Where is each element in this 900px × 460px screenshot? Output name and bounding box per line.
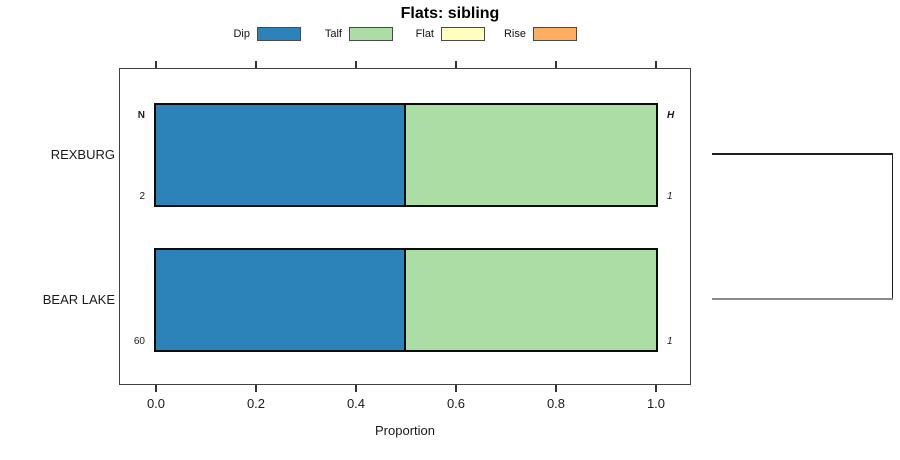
x-tick-bottom xyxy=(555,385,557,392)
x-tick-label: 0.4 xyxy=(346,396,366,411)
bar-label-bottom-right: 1 xyxy=(667,191,673,202)
category-label-bear-lake: BEAR LAKE xyxy=(42,292,115,307)
chart-title: Flats: sibling xyxy=(400,5,500,22)
bracket-right-line xyxy=(891,153,893,299)
legend-item-dip: Dip xyxy=(220,26,301,42)
legend-swatch-dip xyxy=(257,27,301,41)
bar-rexburg xyxy=(154,103,658,207)
x-tick-bottom xyxy=(455,385,457,392)
legend-label-talf: Talf xyxy=(324,28,342,40)
x-tick-label: 1.0 xyxy=(646,396,666,411)
x-tick-bottom xyxy=(655,385,657,392)
x-tick-top xyxy=(255,61,257,68)
bracket-bottom-line xyxy=(712,298,893,300)
bar-segment-bear-lake-dip xyxy=(156,250,406,350)
bar-label-bottom-left: 2 xyxy=(139,191,145,202)
legend-item-talf: Talf xyxy=(312,26,393,42)
legend-item-rise: Rise xyxy=(496,26,577,42)
x-tick-top xyxy=(455,61,457,68)
bar-label-bottom-left: 60 xyxy=(133,336,145,347)
legend-label-dip: Dip xyxy=(233,28,250,40)
legend-label-flat: Flat xyxy=(415,28,434,40)
x-tick-top xyxy=(555,61,557,68)
bar-label-top-right: H xyxy=(667,110,675,121)
x-tick-label: 0.6 xyxy=(446,396,466,411)
x-tick-bottom xyxy=(155,385,157,392)
bar-bear-lake xyxy=(154,248,658,352)
x-tick-top xyxy=(155,61,157,68)
x-tick-bottom xyxy=(255,385,257,392)
legend-swatch-rise xyxy=(533,27,577,41)
legend-label-rise: Rise xyxy=(503,28,526,40)
x-tick-top xyxy=(355,61,357,68)
legend-item-flat: Flat xyxy=(404,26,485,42)
legend-swatch-flat xyxy=(441,27,485,41)
x-tick-bottom xyxy=(355,385,357,392)
bar-label-bottom-right: 1 xyxy=(667,336,673,347)
x-tick-label: 0.8 xyxy=(546,396,566,411)
category-label-rexburg: REXBURG xyxy=(50,147,115,162)
bar-segment-rexburg-dip xyxy=(156,105,406,205)
legend-swatch-talf xyxy=(349,27,393,41)
bar-segment-rexburg-talf xyxy=(406,105,656,205)
bar-label-top-left: N xyxy=(137,110,145,121)
bracket-top-line xyxy=(712,153,893,155)
x-tick-top xyxy=(655,61,657,68)
x-tick-label: 0.2 xyxy=(246,396,266,411)
x-tick-label: 0.0 xyxy=(146,396,166,411)
x-axis-title: Proportion xyxy=(375,423,435,438)
bar-segment-bear-lake-talf xyxy=(406,250,656,350)
